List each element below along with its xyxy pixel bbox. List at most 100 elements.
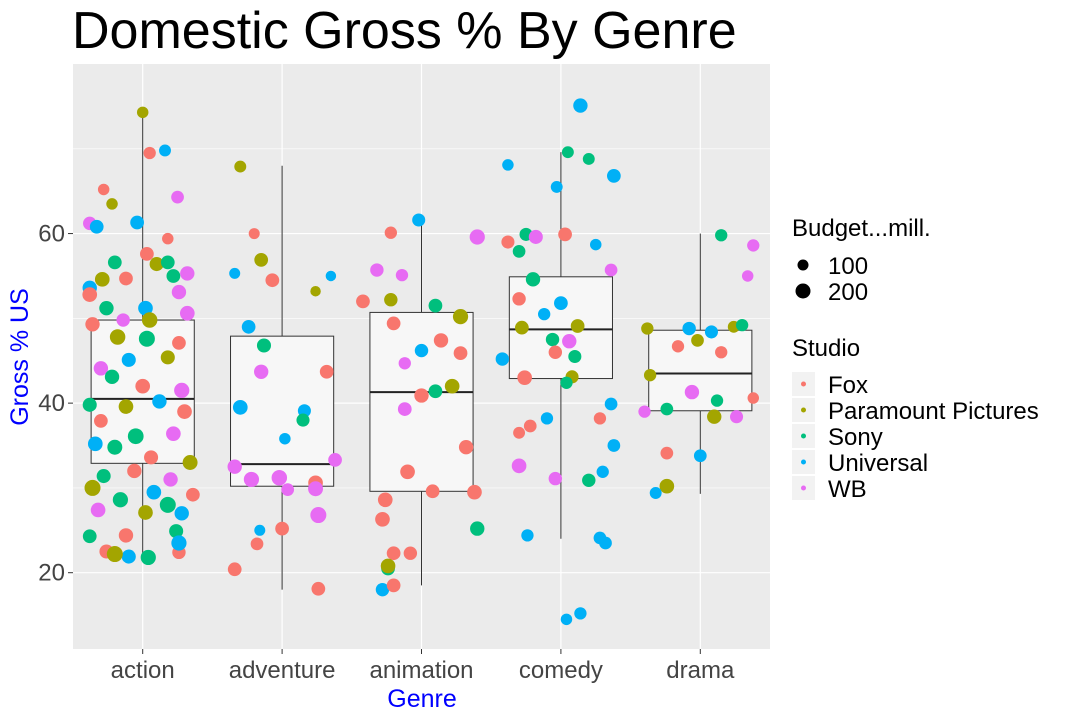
data-point	[149, 257, 164, 272]
data-point	[501, 235, 515, 249]
legend-key	[801, 381, 806, 387]
data-point	[467, 484, 482, 500]
data-point	[428, 384, 443, 399]
data-point	[730, 410, 744, 424]
data-point	[256, 338, 272, 353]
data-point	[453, 346, 468, 360]
data-point	[279, 433, 291, 445]
data-point	[84, 479, 101, 496]
data-point	[560, 613, 573, 626]
data-point	[179, 305, 195, 321]
data-point	[172, 336, 186, 350]
legend-label: Universal	[828, 450, 928, 477]
boxplot-adventure	[230, 165, 335, 590]
data-point	[384, 226, 397, 239]
data-point	[89, 219, 104, 234]
data-point	[511, 458, 527, 474]
data-point	[398, 357, 411, 370]
data-point	[671, 340, 685, 353]
legend-budget-title: Budget...mill.	[792, 215, 931, 242]
data-point	[328, 453, 342, 467]
data-point	[458, 440, 474, 455]
data-point	[143, 146, 156, 160]
legend-budget-label-100: 100	[828, 253, 868, 280]
data-point	[130, 215, 144, 230]
data-point	[395, 268, 409, 282]
data-point	[135, 378, 151, 394]
data-point	[691, 334, 704, 347]
data-point	[121, 352, 136, 367]
data-point	[747, 392, 760, 404]
y-tick-label: 40	[38, 390, 65, 417]
data-point	[234, 160, 247, 173]
data-point	[254, 364, 269, 379]
data-point	[243, 471, 260, 488]
data-point	[715, 346, 728, 359]
data-point	[660, 446, 674, 460]
data-point	[548, 345, 563, 359]
data-point	[177, 404, 192, 419]
data-point	[384, 292, 398, 307]
x-tick-label: adventure	[229, 657, 336, 684]
data-point	[660, 402, 674, 416]
data-point	[707, 409, 722, 424]
data-point	[573, 98, 588, 113]
data-point	[271, 469, 288, 486]
data-point	[109, 329, 126, 345]
data-point	[82, 287, 98, 302]
data-point	[403, 546, 418, 560]
data-point	[127, 428, 144, 445]
data-point	[87, 436, 103, 452]
data-point	[138, 330, 155, 347]
y-axis-title: Gross % US	[6, 288, 34, 426]
data-point	[704, 325, 718, 339]
legend-studio-item: WB	[792, 476, 867, 503]
data-point	[296, 413, 310, 427]
data-point	[502, 159, 514, 171]
data-point	[265, 273, 280, 288]
legend-label: Sony	[828, 424, 883, 451]
data-point	[444, 378, 460, 394]
data-point	[138, 300, 153, 316]
chart-title: Domestic Gross % By Genre	[72, 2, 737, 60]
data-point	[469, 229, 485, 245]
data-point	[386, 578, 401, 593]
x-tick-label: animation	[369, 657, 473, 684]
data-point	[512, 245, 526, 258]
data-point	[554, 296, 568, 310]
data-point	[241, 319, 256, 334]
data-point	[375, 582, 390, 597]
x-tick-label: action	[111, 657, 175, 684]
data-point	[169, 524, 184, 539]
legend-label: WB	[828, 476, 867, 503]
data-point	[310, 285, 321, 297]
data-point	[470, 521, 485, 536]
legend-budget: Budget...mill. 100 200	[792, 215, 931, 306]
data-point	[127, 463, 142, 479]
data-point	[590, 238, 602, 251]
data-point	[433, 333, 449, 348]
data-point	[582, 473, 596, 487]
data-point	[523, 419, 537, 433]
data-point	[180, 266, 195, 281]
data-point	[513, 426, 526, 439]
data-point	[171, 190, 184, 204]
legend-studio-item: Sony	[792, 424, 883, 451]
data-point	[693, 449, 707, 463]
legend-key	[801, 485, 806, 491]
data-point	[380, 558, 396, 574]
legend-studio-item: Universal	[792, 450, 928, 477]
data-point	[560, 376, 573, 389]
data-point	[710, 394, 724, 407]
data-point	[604, 397, 618, 411]
data-point	[140, 549, 156, 566]
data-point	[227, 459, 242, 474]
data-point	[248, 228, 260, 240]
data-point	[593, 412, 607, 425]
data-point	[146, 484, 162, 500]
data-point	[104, 369, 120, 385]
x-tick-label: drama	[666, 657, 735, 684]
data-point	[452, 309, 469, 325]
data-point	[254, 524, 266, 536]
